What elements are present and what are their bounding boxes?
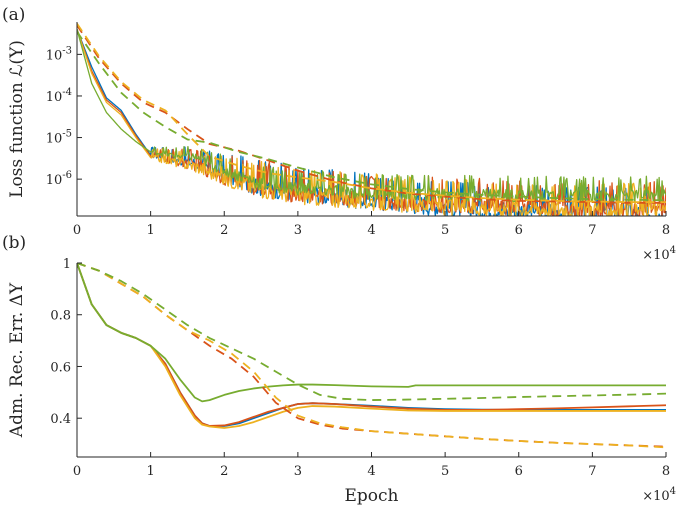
x-multiplier-label: ×104 [642,486,676,504]
panel-label: (a) [2,5,25,25]
series-group [77,23,666,216]
x-multiplier-label: ×104 [642,245,676,263]
x-tick-label: 8 [662,223,670,238]
series-line-solid-3 [77,263,666,403]
y-tick-label: 1 [63,257,71,272]
x-tick-label: 1 [146,223,154,238]
x-tick-label: 8 [662,464,670,479]
series-line-solid-2 [77,263,666,429]
y-tick-label: 0.6 [50,360,71,375]
panel-b: 0 1 2 3 4 5 6 7 8 0.4 0.6 0.8 1 ×104 (b) Adm. Rec. Err.… [2,233,676,506]
series-line-solid-0 [77,263,666,427]
x-tick-label: 5 [441,223,449,238]
x-tick-label: 6 [515,464,523,479]
x-tick-label: 5 [441,464,449,479]
panel-label: (b) [2,233,26,253]
x-tick-label: 4 [367,223,375,238]
x-tick-label: 1 [146,464,154,479]
y-axis-label: Adm. Rec. Err. ΔY [7,282,27,438]
y-tick-label: 0.8 [50,309,71,324]
x-tick-label: 7 [588,464,596,479]
series-line-solid-3 [77,29,666,203]
x-tick-label: 6 [515,223,523,238]
series-line-dashed-4 [77,263,666,448]
x-tick-label: 0 [73,223,81,238]
y-tick-label: 10-3 [46,45,72,63]
series-group [77,263,666,449]
series-line-dashed-4 [77,24,666,204]
y-tick-label: 0.4 [50,412,71,427]
y-axis-label: Loss function ℒ(Y) [7,40,27,198]
x-axis-label: Epoch [345,486,399,506]
panel-a: 0 1 2 3 4 5 6 7 8 10-6 10-5 10-4 10-3 ×104 (a) Loss fun… [2,5,676,263]
x-tick-label: 2 [220,464,228,479]
x-tick-label: 3 [294,464,302,479]
x-tick-label: 7 [588,223,596,238]
series-line-dashed-5 [77,23,666,204]
series-line-solid-1 [77,263,666,427]
x-tick-label: 4 [367,464,375,479]
series-line-dashed-5 [77,263,666,449]
x-tick-label: 3 [294,223,302,238]
series-line-dashed-6 [77,31,666,202]
series-line-dashed-6 [77,263,666,401]
y-tick-label: 10-4 [46,87,72,105]
y-tick-label: 10-5 [46,129,72,147]
y-tick-label: 10-6 [46,170,72,188]
x-tick-label: 2 [220,223,228,238]
x-tick-label: 0 [73,464,81,479]
